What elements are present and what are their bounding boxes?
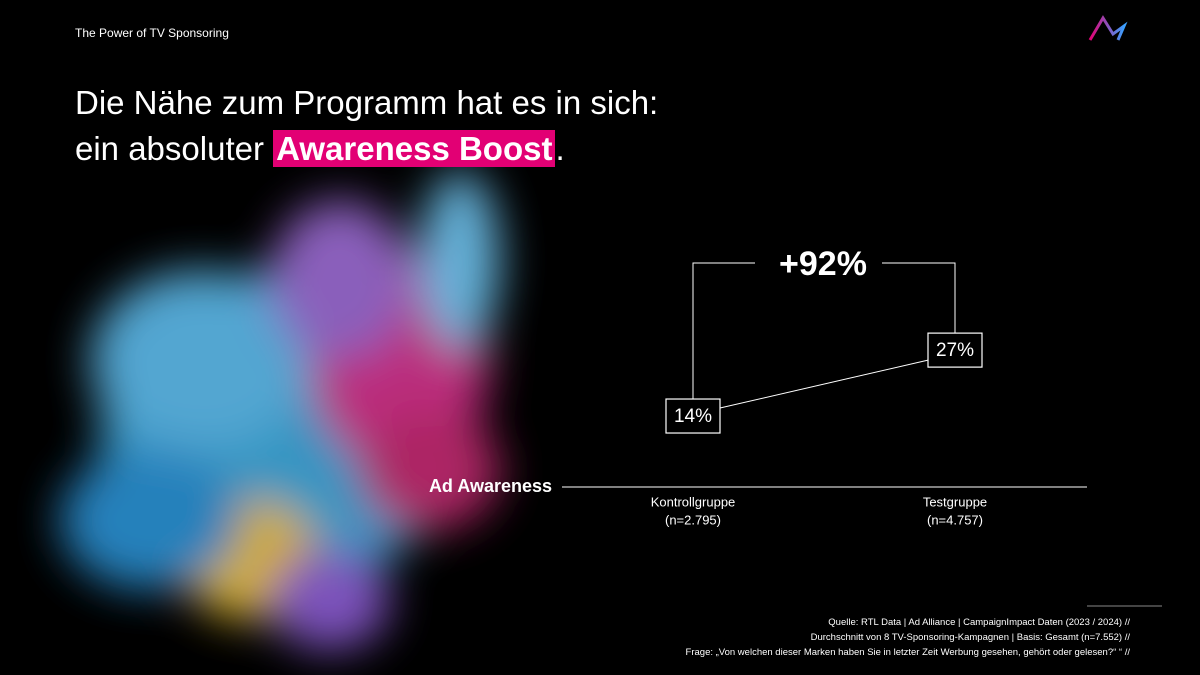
sample-size: (n=2.795) [665, 512, 721, 527]
footer-line: Quelle: RTL Data | Ad Alliance | Campaig… [828, 617, 1130, 628]
logo [1088, 15, 1128, 41]
value-box [665, 398, 721, 434]
category-label: Testgruppe [923, 494, 987, 509]
footer-line: Frage: „Von welchen dieser Marken haben … [685, 647, 1130, 658]
title-text: . [555, 130, 565, 167]
bracket [692, 262, 956, 400]
value-box [927, 332, 983, 368]
title: Die Nähe zum Programm hat es in sich: ei… [75, 80, 658, 172]
kicker: The Power of TV Sponsoring [75, 26, 229, 40]
category-label: Kontrollgruppe [651, 494, 736, 509]
footer: Quelle: RTL Data | Ad Alliance | Campaig… [686, 615, 1130, 660]
value-label: 14% [674, 406, 712, 427]
annotation: +92% [779, 245, 867, 283]
footer-line: Durchschnitt von 8 TV-Sponsoring-Kampagn… [810, 632, 1130, 643]
title-text: ein absoluter [75, 130, 264, 167]
sample-size: (n=4.757) [927, 512, 983, 527]
line [719, 359, 929, 409]
color-explosion [60, 170, 500, 650]
axis-label: Ad Awareness [429, 476, 552, 496]
value-label: 27% [936, 340, 974, 361]
title-line: ein absoluter Awareness Boost. [75, 126, 658, 172]
title-highlight: Awareness Boost [273, 130, 556, 167]
title-line: Die Nähe zum Programm hat es in sich: [75, 84, 659, 121]
